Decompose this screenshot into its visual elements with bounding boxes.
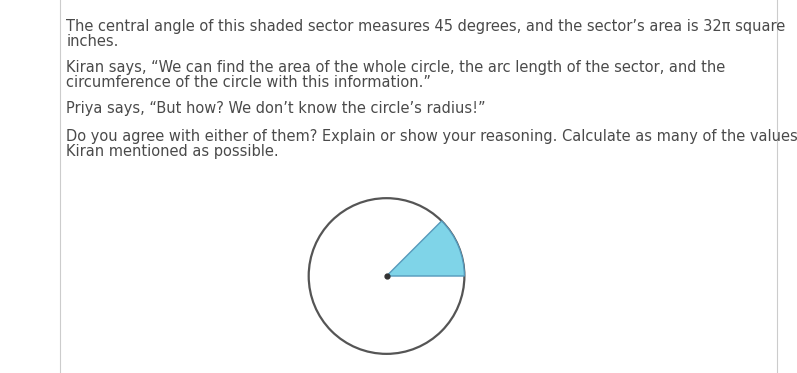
Text: Priya says, “But how? We don’t know the circle’s radius!”: Priya says, “But how? We don’t know the … bbox=[66, 101, 486, 116]
Text: Kiran says, “We can find the area of the whole circle, the arc length of the sec: Kiran says, “We can find the area of the… bbox=[66, 60, 725, 75]
Text: circumference of the circle with this information.”: circumference of the circle with this in… bbox=[66, 75, 431, 90]
Text: Kiran mentioned as possible.: Kiran mentioned as possible. bbox=[66, 144, 279, 159]
Text: The central angle of this shaded sector measures 45 degrees, and the sector’s ar: The central angle of this shaded sector … bbox=[66, 19, 785, 34]
Text: inches.: inches. bbox=[66, 34, 119, 49]
Wedge shape bbox=[387, 221, 465, 276]
Text: Do you agree with either of them? Explain or show your reasoning. Calculate as m: Do you agree with either of them? Explai… bbox=[66, 129, 797, 144]
